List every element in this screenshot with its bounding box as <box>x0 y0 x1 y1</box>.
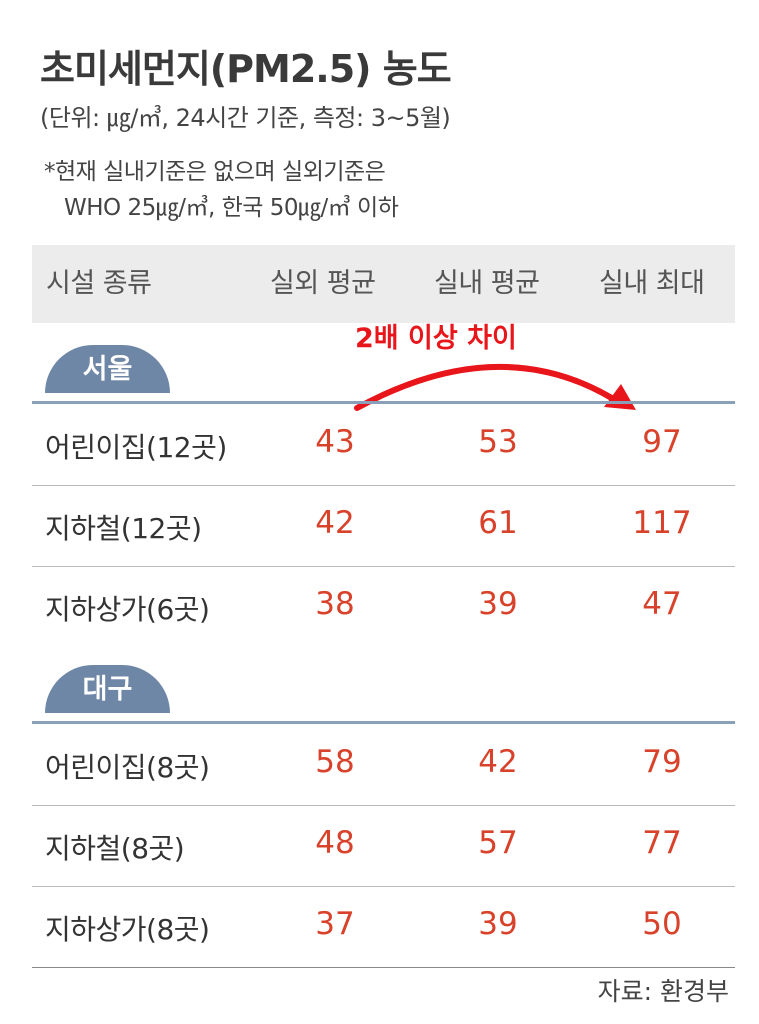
value-cell-indoor-avg: 39 <box>478 905 518 942</box>
row-divider <box>32 886 735 887</box>
value-cell-indoor-avg: 53 <box>478 423 518 460</box>
row-divider <box>32 805 735 806</box>
value-cell-indoor-avg: 39 <box>478 585 518 622</box>
chart-subtitle: (단위: ㎍/㎥, 24시간 기준, 측정: 3~5월) <box>40 104 451 132</box>
note-line-1: *현재 실내기준은 없으며 실외기준은 <box>44 159 386 185</box>
value-cell-indoor-avg: 61 <box>478 504 518 541</box>
value-cell-outdoor-avg: 48 <box>315 824 355 861</box>
row-label: 지하철(8곳) <box>45 831 185 865</box>
value-cell-indoor-max: 79 <box>642 743 682 780</box>
row-label: 어린이집(8곳) <box>45 750 210 784</box>
value-cell-indoor-max: 97 <box>642 423 682 460</box>
value-cell-indoor-avg: 57 <box>478 824 518 861</box>
value-cell-outdoor-avg: 58 <box>315 743 355 780</box>
value-cell-outdoor-avg: 42 <box>315 504 355 541</box>
value-cell-indoor-max: 50 <box>642 905 682 942</box>
column-header-indoor-avg: 실내 평균 <box>434 268 540 299</box>
column-header-outdoor-avg: 실외 평균 <box>270 268 376 299</box>
group-tag: 서울 <box>45 345 170 393</box>
note-line-2: WHO 25㎍/㎥, 한국 50㎍/㎥ 이하 <box>64 195 399 221</box>
row-label: 지하상가(6곳) <box>45 592 210 626</box>
annotation-label: 2배 이상 차이 <box>355 323 517 354</box>
value-cell-outdoor-avg: 43 <box>315 423 355 460</box>
row-label: 지하철(12곳) <box>45 511 202 545</box>
value-cell-indoor-max: 47 <box>642 585 682 622</box>
source-label: 자료: 환경부 <box>597 977 729 1006</box>
column-header-indoor-max: 실내 최대 <box>599 268 705 299</box>
group-tag: 대구 <box>45 665 170 713</box>
value-cell-indoor-max: 77 <box>642 824 682 861</box>
value-cell-indoor-max: 117 <box>632 504 692 541</box>
value-cell-outdoor-avg: 37 <box>315 905 355 942</box>
chart-note: *현재 실내기준은 없으며 실외기준은 WHO 25㎍/㎥, 한국 50㎍/㎥ … <box>44 154 399 226</box>
chart-title: 초미세먼지(PM2.5) 농도 <box>40 47 452 91</box>
table-bottom-border <box>32 967 735 968</box>
row-label: 지하상가(8곳) <box>45 912 210 946</box>
group-divider <box>32 401 735 404</box>
value-cell-outdoor-avg: 38 <box>315 585 355 622</box>
row-label: 어린이집(12곳) <box>45 430 227 464</box>
row-divider <box>32 485 735 486</box>
value-cell-indoor-avg: 42 <box>478 743 518 780</box>
group-divider <box>32 721 735 724</box>
row-divider <box>32 566 735 567</box>
table-header: 시설 종류 실외 평균 실내 평균 실내 최대 <box>32 245 735 323</box>
column-header-facility: 시설 종류 <box>46 268 152 299</box>
